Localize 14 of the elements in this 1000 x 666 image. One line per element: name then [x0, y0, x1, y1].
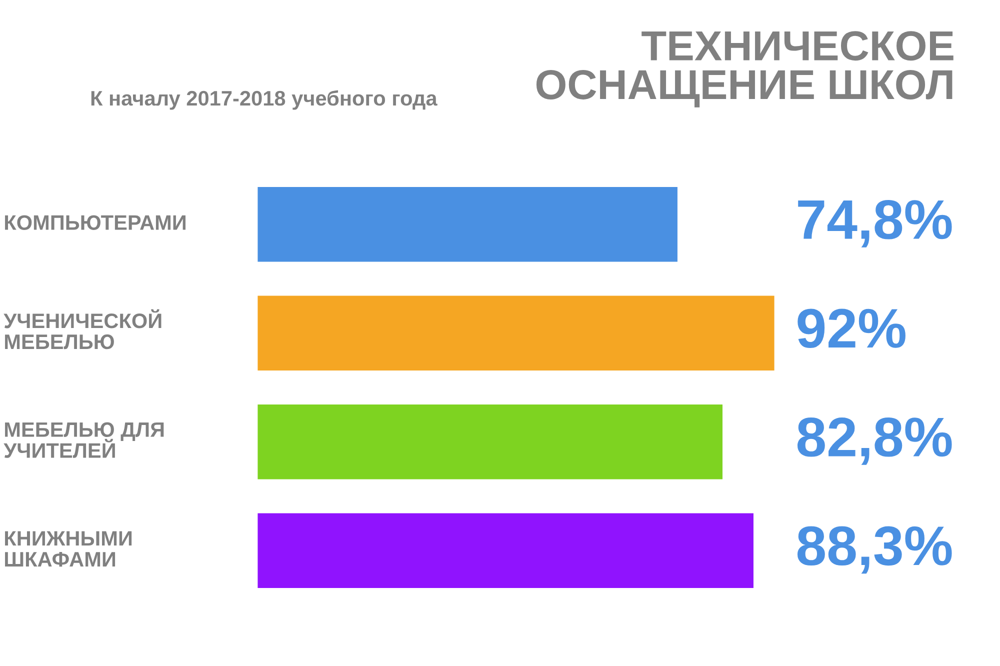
y-tick-label: УЧЕНИЧЕСКОЙ МЕБЕЛЬЮ: [4, 309, 162, 350]
data-label: 88,3%: [797, 526, 952, 574]
y-tick-label: МЕБЕЛЬЮ ДЛЯ УЧИТЕЛЕЙ: [4, 422, 164, 458]
bar: [257, 186, 679, 264]
y-tick-label: КОМПЬЮТЕРАМИ: [5, 215, 186, 230]
data-label: 92%: [798, 308, 906, 348]
bar: [257, 294, 775, 372]
chart-title: ТЕХНИЧЕСКОЕ ОСНАЩЕНИЕ ШКОЛ: [536, 31, 954, 108]
chart-subtitle: К началу 2017-2018 учебного года: [91, 90, 438, 110]
bar: [257, 403, 724, 481]
y-tick-label: КНИЖНЫМИ ШКАФАМИ: [5, 531, 132, 567]
data-label: 82,8%: [797, 417, 952, 465]
data-label: 74,8%: [798, 200, 952, 248]
bar: [257, 512, 755, 590]
